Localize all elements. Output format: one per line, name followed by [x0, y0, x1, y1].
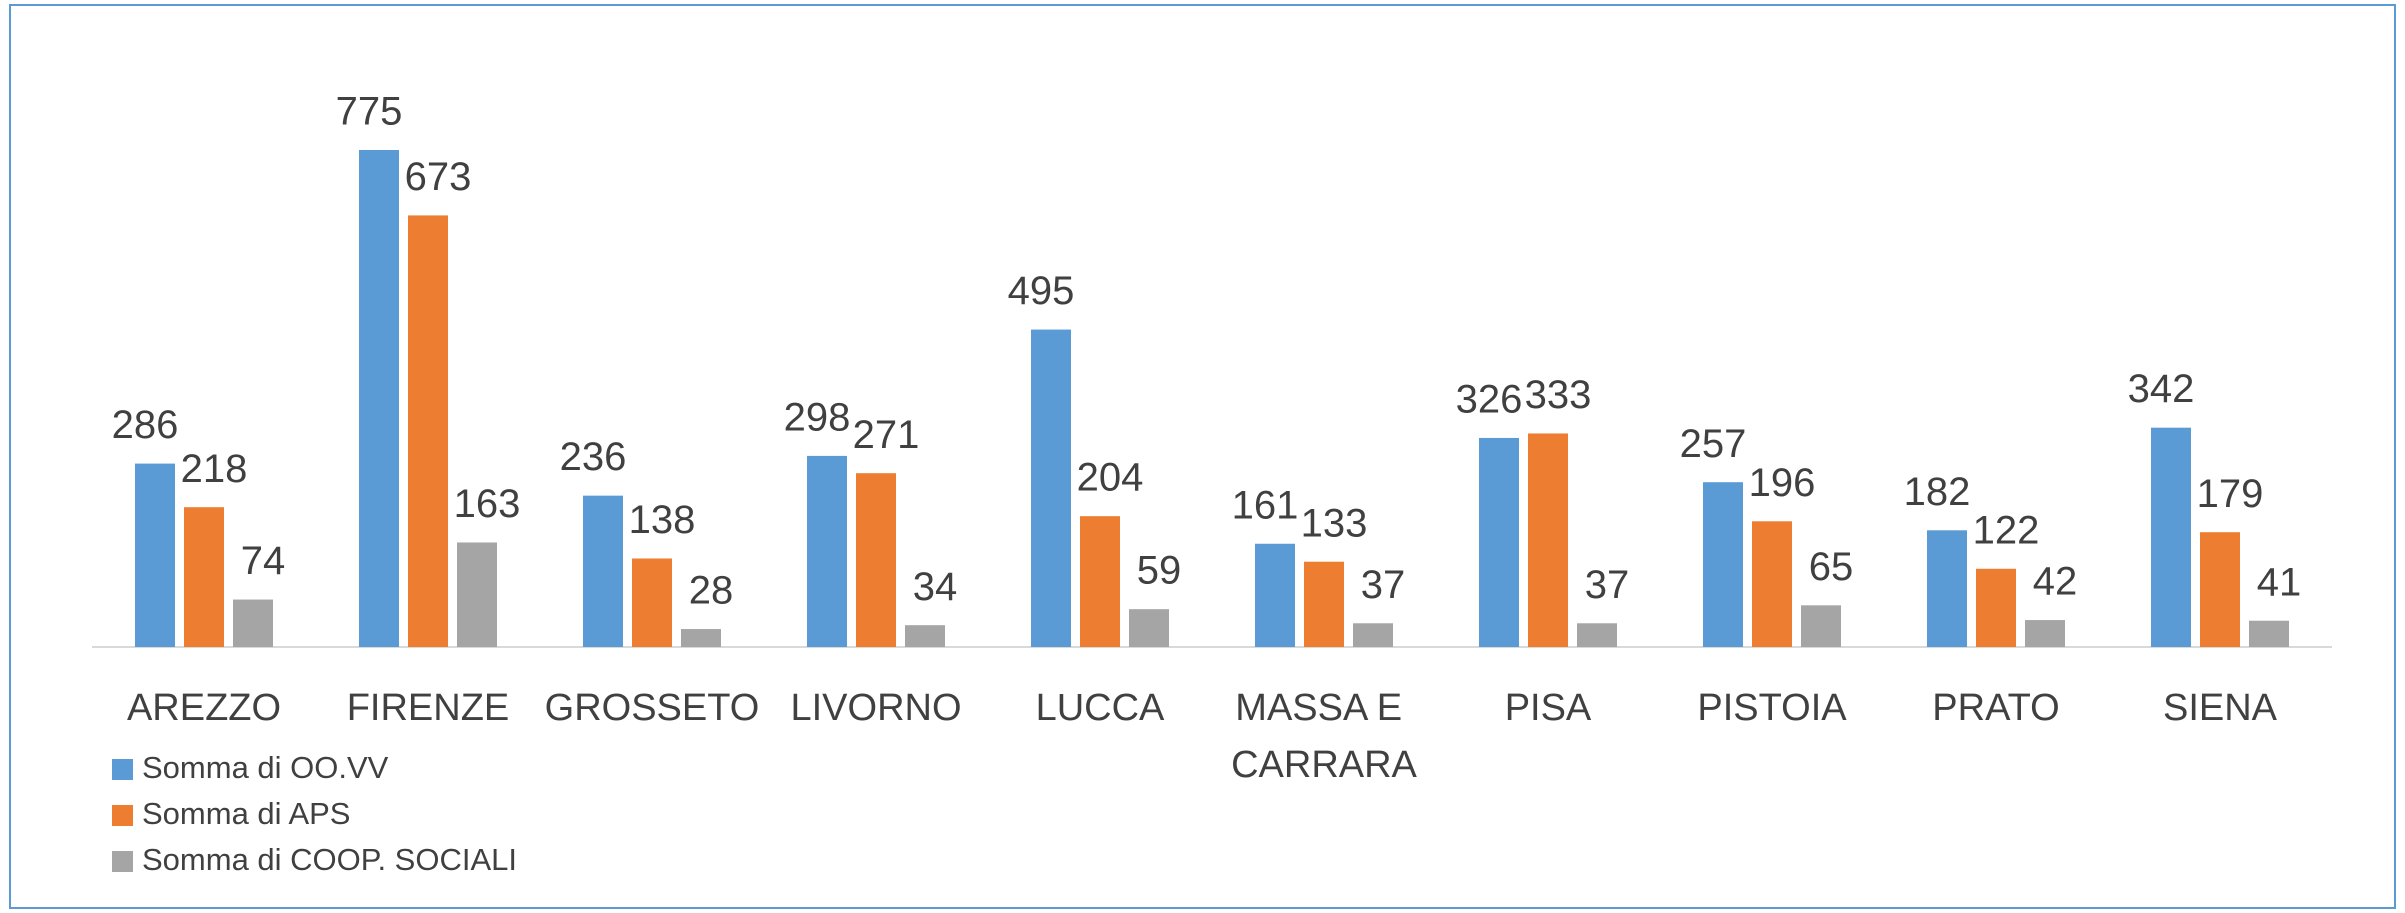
bar	[135, 463, 175, 647]
data-label: 41	[2257, 560, 2302, 604]
bar	[583, 495, 623, 647]
data-label: 218	[181, 447, 248, 491]
data-label: 138	[629, 498, 696, 542]
data-label: 34	[913, 565, 958, 609]
x-tick-label: PRATO	[1932, 687, 2059, 729]
chart-border	[9, 4, 2396, 909]
bar	[457, 542, 497, 647]
data-label: 74	[241, 539, 286, 583]
bar	[233, 599, 273, 647]
bar	[807, 455, 847, 647]
data-label: 42	[2033, 560, 2078, 604]
data-label: 204	[1077, 456, 1144, 500]
data-label: 65	[1809, 545, 1854, 589]
bar	[184, 507, 224, 647]
legend-label: Somma di COOP. SOCIALI	[142, 842, 517, 877]
bar	[1976, 568, 2016, 647]
x-tick-label: PISTOIA	[1697, 687, 1847, 729]
data-label: 326	[1456, 378, 1523, 422]
bar	[1577, 623, 1617, 647]
data-label: 59	[1137, 549, 1182, 593]
data-label: 495	[1008, 269, 1075, 313]
bar	[1255, 543, 1295, 647]
legend-swatch	[112, 759, 133, 780]
data-label: 342	[2128, 367, 2195, 411]
data-label: 37	[1585, 563, 1630, 607]
bar	[1129, 609, 1169, 647]
bar	[1703, 482, 1743, 647]
bar	[359, 150, 399, 647]
x-tick-label: GROSSETO	[545, 687, 760, 729]
data-label: 298	[784, 395, 851, 439]
data-label: 179	[2197, 472, 2264, 516]
data-label: 196	[1749, 461, 1816, 505]
bar	[1304, 561, 1344, 647]
legend-swatch	[112, 851, 133, 872]
bar	[905, 625, 945, 647]
bar	[408, 215, 448, 647]
legend-label: Somma di APS	[142, 796, 350, 831]
x-tick-label: SIENA	[2163, 687, 2278, 729]
bar	[856, 473, 896, 647]
bar	[2200, 532, 2240, 647]
data-label: 236	[560, 435, 627, 479]
legend-swatch	[112, 805, 133, 826]
x-tick-label: AREZZO	[127, 687, 281, 729]
bar	[1528, 433, 1568, 647]
bar	[632, 558, 672, 647]
x-tick-label: LUCCA	[1036, 687, 1165, 729]
bar	[2151, 427, 2191, 647]
data-label: 257	[1680, 422, 1747, 466]
bar	[1080, 516, 1120, 647]
bar	[1479, 437, 1519, 647]
bar	[1801, 605, 1841, 647]
x-tick-label: PISA	[1505, 687, 1592, 729]
bar	[1752, 521, 1792, 647]
bar	[681, 629, 721, 647]
data-label: 122	[1973, 508, 2040, 552]
bar	[1353, 623, 1393, 647]
x-tick-label: MASSA E CARRARA	[1231, 687, 1417, 786]
data-label: 673	[405, 155, 472, 199]
data-label: 286	[112, 403, 179, 447]
data-label: 271	[853, 413, 920, 457]
data-label: 163	[454, 482, 521, 526]
x-tick-label: LIVORNO	[790, 687, 961, 729]
bar	[2249, 620, 2289, 647]
data-label: 133	[1301, 501, 1368, 545]
legend-label: Somma di OO.VV	[142, 750, 389, 785]
bar	[2025, 620, 2065, 647]
data-label: 28	[689, 569, 734, 613]
x-tick-label: FIRENZE	[347, 687, 510, 729]
data-label: 161	[1232, 483, 1299, 527]
bar	[1927, 530, 1967, 647]
data-label: 775	[336, 90, 403, 134]
data-label: 182	[1904, 470, 1971, 514]
bar	[1031, 329, 1071, 647]
data-label: 333	[1525, 373, 1592, 417]
data-label: 37	[1361, 563, 1406, 607]
